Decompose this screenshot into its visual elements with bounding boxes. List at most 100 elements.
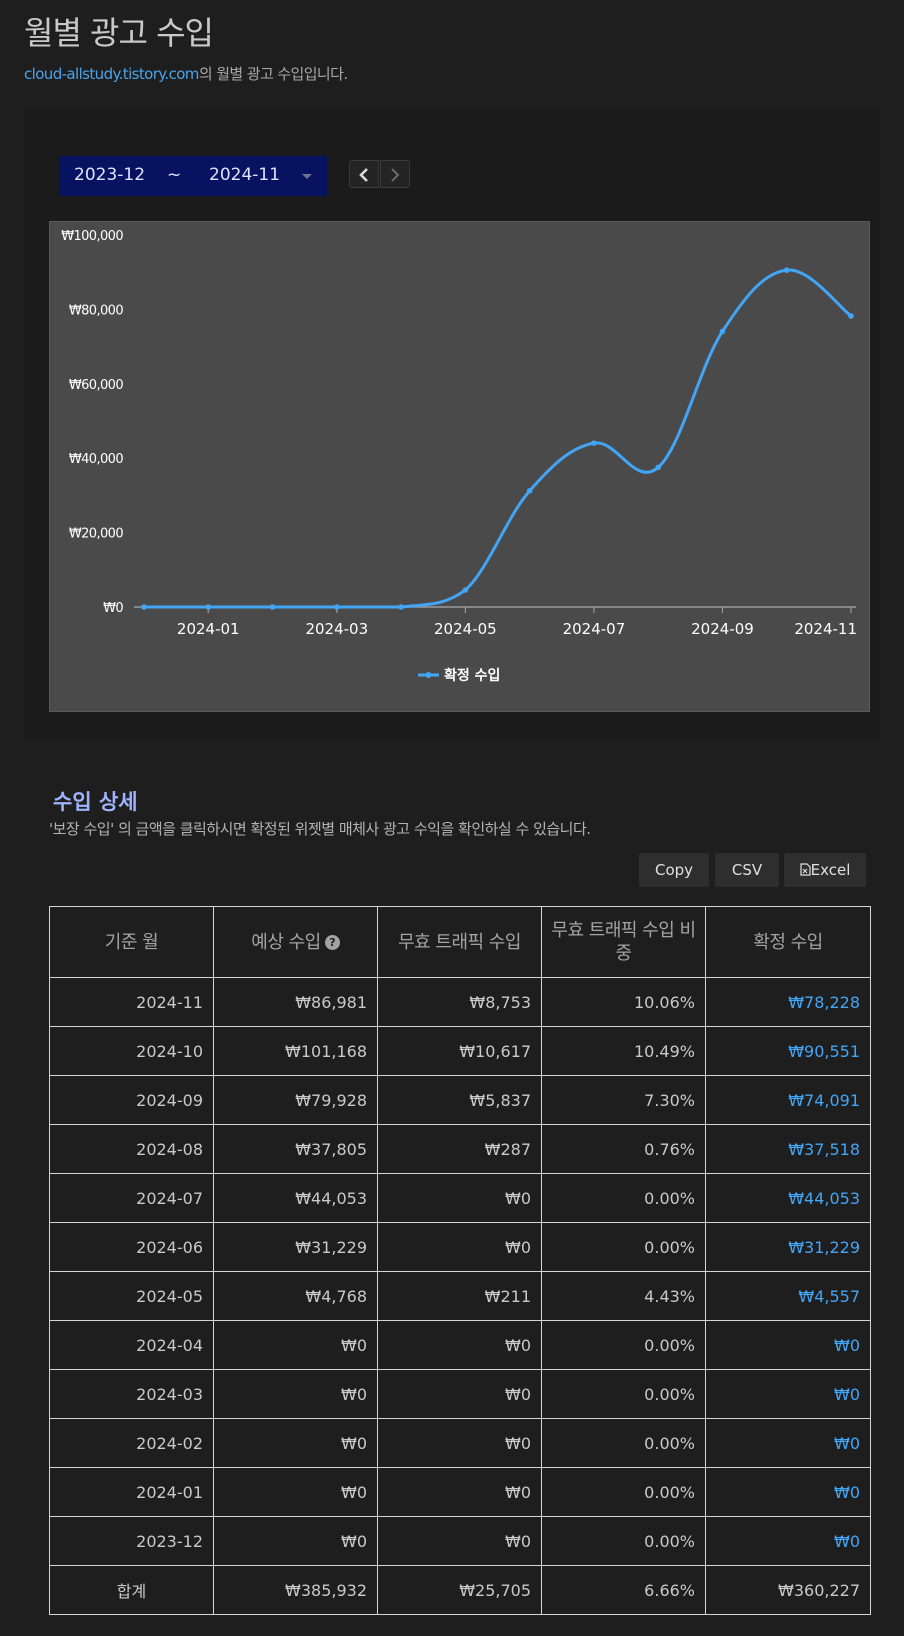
- table-row: 2024-10 ₩101,168 ₩10,617 10.49% ₩90,551: [49, 1026, 871, 1076]
- cell-invalid-ratio: 7.30%: [541, 1075, 706, 1125]
- data-point: [848, 313, 854, 319]
- data-point: [269, 604, 276, 610]
- cell-invalid-traffic: ₩0: [377, 1369, 542, 1419]
- details-description: '보장 수입' 의 금액을 클릭하시면 확정된 위젯별 매체사 광고 수익을 확…: [49, 820, 591, 838]
- cell-expected: ₩0: [213, 1418, 378, 1468]
- cell-month: 2024-09: [49, 1075, 214, 1125]
- cell-expected: ₩0: [213, 1467, 378, 1517]
- table-row: 2023-12 ₩0 ₩0 0.00% ₩0: [49, 1516, 871, 1566]
- next-period-button[interactable]: [380, 160, 410, 188]
- table-total-row: 합계 ₩385,932 ₩25,705 6.66% ₩360,227: [49, 1565, 871, 1615]
- cell-expected: ₩4,768: [213, 1271, 378, 1321]
- total-cell-expected: ₩385,932: [213, 1565, 378, 1615]
- cell-month: 2024-11: [49, 977, 214, 1027]
- cell-expected: ₩44,053: [213, 1173, 378, 1223]
- cell-month: 2024-10: [49, 1026, 214, 1076]
- date-range-picker[interactable]: 2023-12 ~ 2024-11: [59, 156, 327, 196]
- table-row: 2024-07 ₩44,053 ₩0 0.00% ₩44,053: [49, 1173, 871, 1223]
- cell-invalid-ratio: 10.49%: [541, 1026, 706, 1076]
- chevron-left-icon: [359, 167, 368, 182]
- data-point: [526, 488, 533, 494]
- total-cell-invalid-traffic: ₩25,705: [377, 1565, 542, 1615]
- data-point: [719, 328, 726, 335]
- cell-expected: ₩0: [213, 1516, 378, 1566]
- cell-invalid-ratio: 0.00%: [541, 1516, 706, 1566]
- data-point: [141, 604, 147, 610]
- column-header-month[interactable]: 기준 월: [49, 906, 214, 978]
- prev-period-button[interactable]: [349, 160, 379, 188]
- cell-confirmed[interactable]: ₩0: [705, 1467, 871, 1517]
- cell-month: 2024-05: [49, 1271, 214, 1321]
- cell-expected: ₩0: [213, 1369, 378, 1419]
- data-point: [655, 464, 661, 471]
- caret-down-icon: [302, 174, 312, 179]
- data-point: [334, 604, 340, 610]
- cell-confirmed[interactable]: ₩4,557: [705, 1271, 871, 1321]
- cell-invalid-traffic: ₩0: [377, 1320, 542, 1370]
- total-label: 합계: [49, 1565, 214, 1615]
- cell-invalid-traffic: ₩287: [377, 1124, 542, 1174]
- range-start: 2023-12: [74, 165, 146, 185]
- blog-domain-link[interactable]: cloud-allstudy.tistory.com: [24, 65, 199, 83]
- table-row: 2024-06 ₩31,229 ₩0 0.00% ₩31,229: [49, 1222, 871, 1272]
- cell-invalid-traffic: ₩0: [377, 1516, 542, 1566]
- cell-month: 2023-12: [49, 1516, 214, 1566]
- chevron-right-icon: [391, 167, 400, 182]
- cell-month: 2024-07: [49, 1173, 214, 1223]
- cell-confirmed[interactable]: ₩37,518: [705, 1124, 871, 1174]
- table-row: 2024-01 ₩0 ₩0 0.00% ₩0: [49, 1467, 871, 1517]
- column-header-invalid-traffic[interactable]: 무효 트래픽 수입: [377, 906, 542, 978]
- total-cell-confirmed: ₩360,227: [705, 1565, 871, 1615]
- x-tick-label: 2024-09: [691, 620, 754, 638]
- cell-confirmed[interactable]: ₩0: [705, 1369, 871, 1419]
- question-circle-icon[interactable]: ?: [324, 935, 340, 950]
- table-row: 2024-08 ₩37,805 ₩287 0.76% ₩37,518: [49, 1124, 871, 1174]
- cell-confirmed[interactable]: ₩31,229: [705, 1222, 871, 1272]
- page-subtitle: cloud-allstudy.tistory.com의 월별 광고 수입입니다.: [24, 63, 348, 84]
- cell-confirmed[interactable]: ₩90,551: [705, 1026, 871, 1076]
- range-separator: ~: [167, 165, 182, 185]
- cell-invalid-ratio: 0.00%: [541, 1418, 706, 1468]
- cell-expected: ₩0: [213, 1320, 378, 1370]
- x-tick-label: 2024-03: [305, 620, 368, 638]
- cell-month: 2024-02: [49, 1418, 214, 1468]
- column-header-invalid-ratio[interactable]: 무효 트래픽 수입 비중: [541, 906, 706, 978]
- excel-button[interactable]: Excel: [784, 853, 866, 887]
- cell-invalid-traffic: ₩0: [377, 1418, 542, 1468]
- income-table: 기준 월 예상 수입? 무효 트래픽 수입 무효 트래픽 수입 비중 확정 수입…: [49, 906, 871, 1615]
- cell-invalid-traffic: ₩0: [377, 1467, 542, 1517]
- cell-confirmed[interactable]: ₩0: [705, 1516, 871, 1566]
- data-point: [398, 604, 404, 610]
- data-point: [783, 267, 790, 273]
- data-point: [591, 440, 597, 446]
- y-tick-label: ₩80,000: [69, 303, 123, 318]
- cell-invalid-traffic: ₩10,617: [377, 1026, 542, 1076]
- cell-expected: ₩31,229: [213, 1222, 378, 1272]
- total-cell-invalid-ratio: 6.66%: [541, 1565, 706, 1615]
- chart-svg: ₩0 ₩20,000 ₩40,000 ₩60,000 ₩80,000 ₩100,000 20…: [61, 229, 857, 684]
- series-line-confirmed-income: [144, 268, 852, 609]
- cell-expected: ₩37,805: [213, 1124, 378, 1174]
- x-tick-label: 2024-07: [563, 620, 626, 638]
- page-title: 월별 광고 수입: [24, 14, 214, 52]
- cell-confirmed[interactable]: ₩74,091: [705, 1075, 871, 1125]
- cell-confirmed[interactable]: ₩0: [705, 1320, 871, 1370]
- cell-month: 2024-04: [49, 1320, 214, 1370]
- cell-month: 2024-03: [49, 1369, 214, 1419]
- cell-confirmed[interactable]: ₩44,053: [705, 1173, 871, 1223]
- cell-invalid-traffic: ₩8,753: [377, 977, 542, 1027]
- copy-button[interactable]: Copy: [639, 853, 709, 887]
- cell-confirmed[interactable]: ₩0: [705, 1418, 871, 1468]
- cell-invalid-traffic: ₩0: [377, 1173, 542, 1223]
- x-tick-label: 2024-05: [434, 620, 497, 638]
- cell-invalid-ratio: 10.06%: [541, 977, 706, 1027]
- column-header-expected[interactable]: 예상 수입?: [213, 906, 378, 978]
- y-tick-label: ₩0: [103, 601, 123, 616]
- csv-button[interactable]: CSV: [715, 853, 779, 887]
- data-point: [462, 587, 469, 593]
- cell-confirmed[interactable]: ₩78,228: [705, 977, 871, 1027]
- table-row: 2024-04 ₩0 ₩0 0.00% ₩0: [49, 1320, 871, 1370]
- column-header-confirmed[interactable]: 확정 수입: [705, 906, 871, 978]
- data-point: [205, 604, 212, 610]
- cell-expected: ₩101,168: [213, 1026, 378, 1076]
